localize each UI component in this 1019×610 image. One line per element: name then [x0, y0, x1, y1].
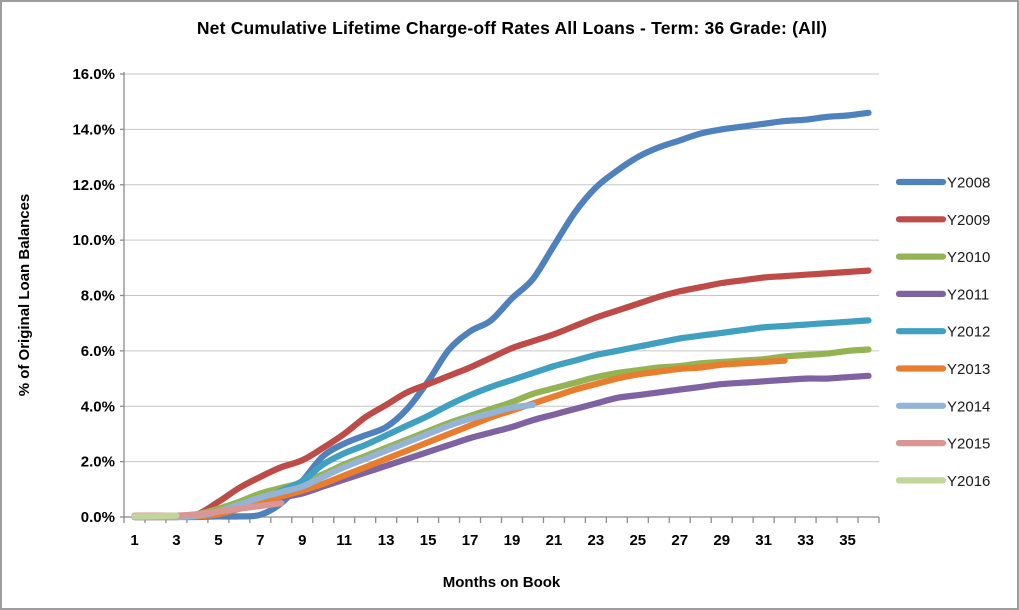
- x-tick-label: 1: [130, 532, 138, 549]
- legend-item-Y2016: Y2016: [895, 473, 990, 490]
- legend-label-Y2016: Y2016: [947, 473, 990, 490]
- y-tick-label: 10.0%: [72, 232, 115, 249]
- x-axis-title: Months on Book: [442, 574, 561, 591]
- legend-item-Y2010: Y2010: [895, 249, 990, 266]
- legend-label-Y2009: Y2009: [947, 212, 990, 229]
- series-line-Y2011: [131, 372, 872, 521]
- y-tick-label: 8.0%: [81, 288, 115, 305]
- legend-label-Y2011: Y2011: [947, 286, 989, 303]
- x-tick-label: 3: [172, 532, 180, 549]
- legend-item-Y2013: Y2013: [895, 361, 990, 378]
- legend-label-Y2008: Y2008: [947, 175, 990, 192]
- y-tick-label: 6.0%: [81, 343, 115, 360]
- y-tick-label: 12.0%: [72, 177, 115, 194]
- legend-item-Y2012: Y2012: [895, 324, 990, 341]
- x-tick-label: 19: [504, 532, 521, 549]
- x-tick-label: 9: [298, 532, 306, 549]
- x-tick-label: 33: [797, 532, 814, 549]
- legend-label-Y2015: Y2015: [947, 436, 990, 453]
- x-tick-label: 15: [420, 532, 437, 549]
- legend-item-Y2009: Y2009: [895, 212, 990, 229]
- series-line-Y2016: [131, 512, 180, 520]
- legend-label-Y2012: Y2012: [947, 324, 990, 341]
- x-tick-label: 29: [713, 532, 730, 549]
- legend-item-Y2014: Y2014: [895, 398, 990, 415]
- x-tick-label: 17: [462, 532, 479, 549]
- legend-label-Y2014: Y2014: [947, 398, 990, 415]
- chart-title: Net Cumulative Lifetime Charge-off Rates…: [196, 18, 828, 38]
- y-tick-label: 0.0%: [81, 509, 115, 526]
- y-tick-label: 16.0%: [72, 66, 115, 83]
- series-line-Y2010: [131, 346, 872, 521]
- x-tick-label: 31: [755, 532, 772, 549]
- y-tick-label: 4.0%: [81, 398, 115, 415]
- y-tick-label: 2.0%: [81, 454, 115, 471]
- x-tick-label: 21: [546, 532, 563, 549]
- legend-item-Y2011: Y2011: [895, 286, 989, 303]
- legend-label-Y2010: Y2010: [947, 249, 990, 266]
- x-tick-label: 7: [256, 532, 264, 549]
- x-tick-label: 25: [629, 532, 646, 549]
- x-tick-label: 35: [839, 532, 856, 549]
- x-tick-label: 13: [378, 532, 395, 549]
- x-tick-label: 11: [336, 532, 352, 549]
- y-tick-label: 14.0%: [72, 121, 115, 138]
- legend-item-Y2008: Y2008: [895, 175, 990, 192]
- series-line-Y2008: [131, 109, 872, 521]
- legend-label-Y2013: Y2013: [947, 361, 990, 378]
- x-tick-label: 23: [588, 532, 605, 549]
- x-tick-label: 27: [671, 532, 688, 549]
- legend-item-Y2015: Y2015: [895, 436, 990, 453]
- series-line-Y2009: [131, 267, 872, 520]
- x-tick-label: 5: [214, 532, 222, 549]
